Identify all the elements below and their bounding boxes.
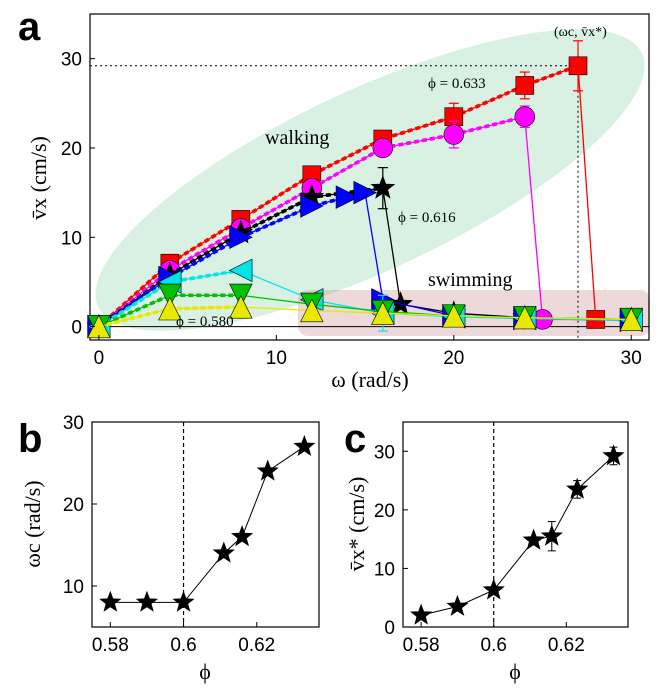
x-tick-label: 0.6 <box>170 635 196 656</box>
panel-b-letter: b <box>18 417 42 461</box>
panel-c-letter: c <box>344 417 366 461</box>
axis-ticks: 0.58 0.6 0.62 10 20 30 <box>63 413 275 656</box>
data-point <box>514 106 535 127</box>
panel-c-axes-box <box>402 421 629 628</box>
y-tick-label: 20 <box>61 139 82 160</box>
data-point <box>443 124 464 145</box>
data-point <box>293 434 316 456</box>
y-tick-label: 30 <box>374 442 395 463</box>
data-point <box>372 137 394 159</box>
panel-c-ylabel: v̄x* (cm/s) <box>344 477 369 572</box>
series-group <box>99 422 316 627</box>
data-point <box>158 283 182 308</box>
walking-label: walking <box>265 127 329 149</box>
data-point <box>410 603 433 625</box>
panel-b-axes-box <box>91 421 320 628</box>
x-tick-label: 0 <box>94 348 105 369</box>
panel-a-axes-box <box>89 13 650 341</box>
panel-c-xlabel: ϕ <box>509 659 521 684</box>
phi-mid-label: ϕ = 0.616 <box>398 210 456 226</box>
x-tick-label: 0.62 <box>548 635 585 656</box>
data-point <box>540 524 563 546</box>
x-tick-label: 10 <box>266 348 287 369</box>
series-group <box>410 422 625 627</box>
data-point <box>442 303 466 328</box>
panel-c: c 0.58 0.6 0.62 0 10 20 30 ϕ v̄x* (cm/s) <box>344 417 629 684</box>
data-point <box>515 76 535 95</box>
series-line <box>98 306 632 328</box>
data-point <box>300 194 324 218</box>
data-point <box>228 258 253 283</box>
x-tick-label: 0.6 <box>481 635 507 656</box>
data-point <box>619 307 643 332</box>
data-point <box>522 528 545 550</box>
data-point <box>158 296 182 321</box>
series-triangle-up <box>87 295 643 339</box>
data-point <box>602 444 625 466</box>
series-line <box>421 455 614 616</box>
data-point <box>212 541 235 563</box>
phi-high-label: ϕ = 0.633 <box>428 76 486 92</box>
data-point <box>513 305 537 330</box>
data-point <box>335 185 360 209</box>
panel-b-ylabel: ωc (rad/s) <box>20 480 45 567</box>
data-point <box>370 175 396 199</box>
y-tick-label: 30 <box>61 50 82 71</box>
series-fit-line <box>98 293 241 329</box>
data-point <box>256 459 279 481</box>
y-tick-label: 20 <box>374 501 395 522</box>
panel-a-letter: a <box>18 5 41 49</box>
panel-a-ylabel: v̄x (cm/s) <box>26 136 51 220</box>
panel-b: b 0.58 0.6 0.62 10 20 30 ϕ ωc (rad/s) <box>18 413 320 684</box>
data-point <box>230 525 254 547</box>
panel-a: a 0 10 20 30 0 10 20 30 walking swimming ϕ = 0.… <box>18 5 650 392</box>
y-tick-label: 10 <box>374 559 395 580</box>
panel-b-xlabel: ϕ <box>199 659 211 684</box>
series-line <box>98 269 632 328</box>
y-tick-label: 20 <box>63 495 84 516</box>
data-point <box>229 225 253 250</box>
series-fit-line <box>97 64 579 328</box>
data-point <box>566 477 589 499</box>
y-tick-label: 30 <box>63 413 84 434</box>
data-point <box>99 590 122 612</box>
x-tick-label: 0.58 <box>403 635 440 656</box>
data-point <box>568 56 588 76</box>
x-tick-label: 0.58 <box>92 635 129 656</box>
walking-region <box>95 29 645 331</box>
phi-low-label: ϕ = 0.580 <box>176 314 234 330</box>
data-point <box>446 594 469 616</box>
series-group <box>86 40 644 339</box>
data-point <box>172 590 195 612</box>
y-tick-label: 0 <box>71 318 82 339</box>
panel-a-xlabel: ω (rad/s) <box>331 367 408 392</box>
data-point <box>135 590 159 612</box>
axis-ticks: 0.58 0.6 0.62 0 10 20 30 <box>374 442 585 656</box>
critical-point-label: (ωc, v̄x*) <box>554 25 607 40</box>
swimming-label: swimming <box>428 269 512 291</box>
x-tick-label: 0.62 <box>238 635 275 656</box>
y-tick-label: 10 <box>63 577 84 598</box>
data-point <box>482 578 505 600</box>
data-point <box>353 180 377 205</box>
reference-lines <box>90 65 649 340</box>
data-point <box>229 295 253 319</box>
x-tick-label: 30 <box>621 348 642 369</box>
data-point <box>371 301 395 325</box>
x-tick-label: 20 <box>443 348 464 369</box>
axis-ticks: 0 10 20 30 0 10 20 30 <box>61 50 642 369</box>
data-point <box>300 298 324 323</box>
y-tick-label: 10 <box>61 228 82 249</box>
y-tick-label: 0 <box>384 618 395 639</box>
